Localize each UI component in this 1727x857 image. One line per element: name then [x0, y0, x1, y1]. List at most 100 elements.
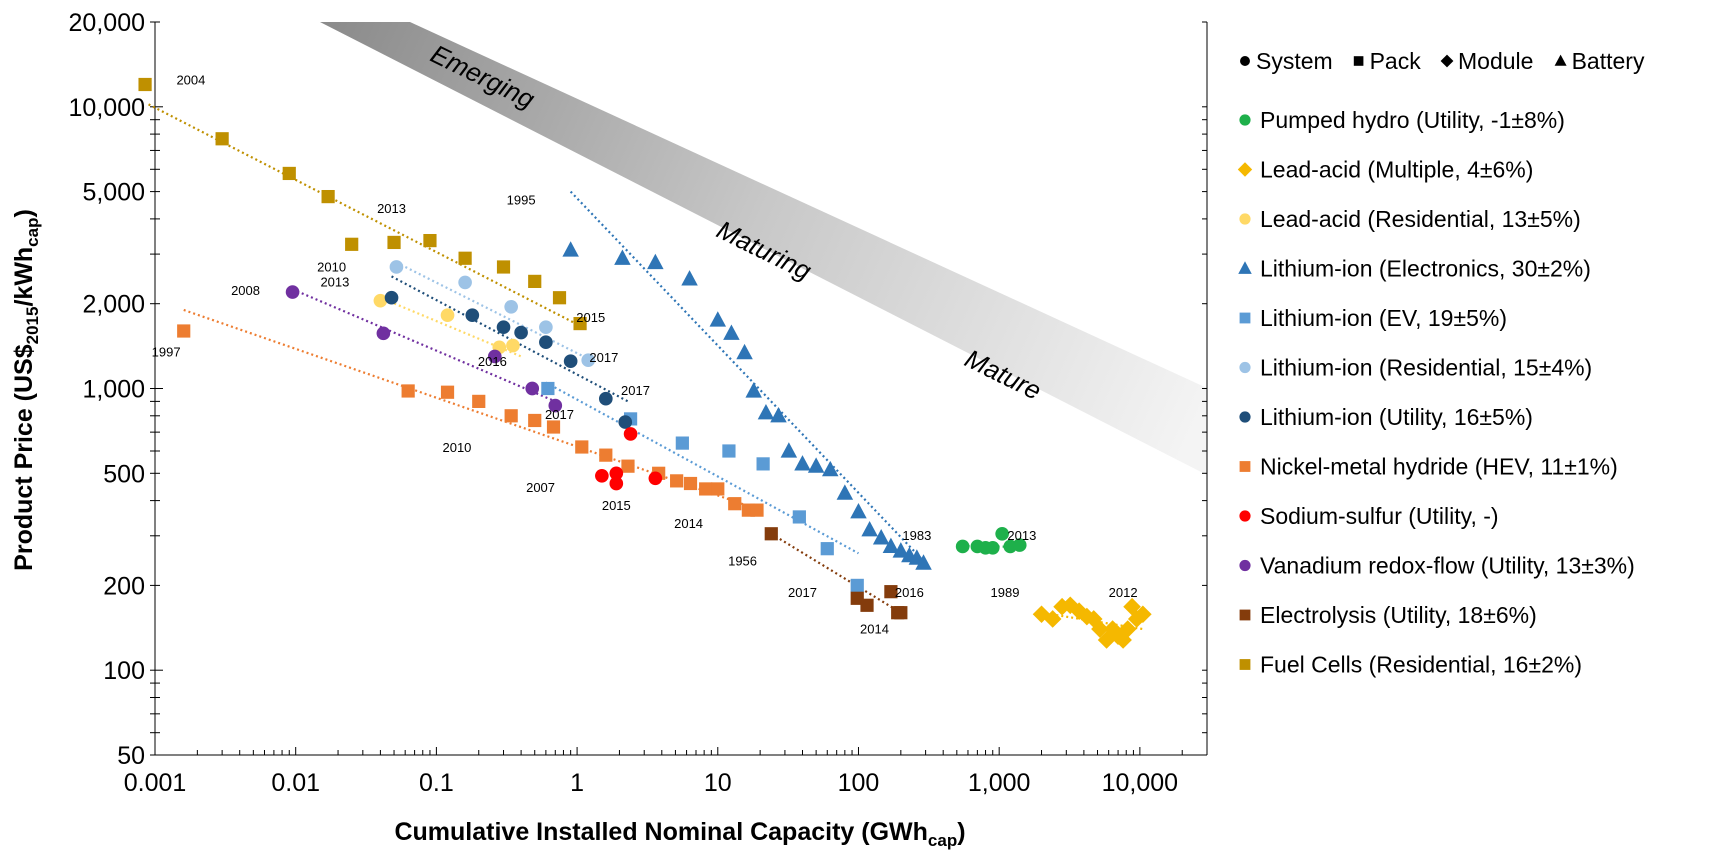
legend-marker-square — [1353, 56, 1364, 66]
maturity-band-shape — [320, 22, 1207, 475]
data-point — [728, 497, 742, 511]
data-point — [528, 413, 542, 428]
data-point — [138, 77, 152, 92]
data-point — [1134, 605, 1152, 624]
x-axis-title: Cumulative Installed Nominal Capacity (G… — [394, 818, 965, 850]
data-point — [609, 476, 624, 491]
data-point — [882, 537, 900, 554]
data-point — [915, 554, 932, 570]
data-point — [539, 335, 553, 350]
legend-swatch — [1239, 361, 1251, 374]
data-point — [820, 542, 834, 556]
data-point — [675, 436, 689, 450]
data-point — [861, 521, 878, 537]
data-point — [894, 606, 908, 620]
data-point — [514, 325, 528, 340]
year-annotation: 2014 — [674, 516, 703, 531]
data-point — [985, 540, 1000, 555]
year-annotation: 1997 — [152, 344, 181, 359]
legend-swatch — [1239, 510, 1251, 522]
data-point — [648, 471, 663, 486]
data-point — [872, 529, 890, 545]
data-point — [794, 455, 811, 471]
data-point — [563, 354, 578, 369]
data-point — [387, 235, 401, 250]
data-point — [599, 448, 613, 462]
legend-entry: Sodium-sulfur (Utility, -) — [1260, 503, 1499, 529]
year-annotation: 2010 — [317, 260, 346, 275]
data-point — [465, 308, 480, 323]
legend-entry: Lithium-ion (EV, 19±5%) — [1260, 305, 1507, 331]
series-7 — [177, 324, 764, 517]
legend-entry: Nickel-metal hydride (HEV, 11±1%) — [1260, 454, 1618, 480]
series-0 — [955, 526, 1027, 555]
data-point — [1103, 620, 1122, 638]
legend-marker-label: Module — [1458, 48, 1533, 74]
year-annotation: 2004 — [176, 72, 205, 87]
y-tick-label: 1,000 — [82, 376, 145, 404]
data-point — [618, 415, 633, 429]
year-annotation: 2016 — [895, 585, 924, 600]
series-3 — [562, 241, 932, 570]
data-point — [764, 527, 778, 541]
data-point — [458, 275, 472, 290]
y-tick-label: 100 — [103, 657, 145, 685]
data-point — [506, 338, 520, 353]
trend-line-2 — [379, 296, 522, 358]
year-annotation: 2017 — [788, 585, 817, 600]
year-annotation: 2012 — [1109, 585, 1138, 600]
series-8 — [595, 427, 663, 491]
data-point — [670, 474, 684, 488]
legend-marker-label: System — [1256, 48, 1333, 74]
series-10 — [764, 527, 908, 620]
year-annotation: 2015 — [576, 310, 605, 325]
data-point — [504, 409, 518, 423]
data-point — [546, 420, 561, 434]
data-point — [389, 260, 404, 274]
data-point — [757, 403, 775, 420]
year-annotation: 2008 — [231, 283, 260, 298]
data-point — [860, 598, 874, 612]
legend-entry: Vanadium redox-flow (Utility, 13±3%) — [1260, 553, 1635, 579]
year-annotation: 2013 — [377, 201, 406, 216]
data-point — [552, 291, 567, 305]
trend-line-7 — [183, 308, 761, 512]
data-point — [709, 311, 727, 327]
legend-entry: Lithium-ion (Utility, 16±5%) — [1260, 404, 1533, 430]
data-point — [681, 270, 698, 286]
year-annotation: 2014 — [860, 621, 889, 636]
legend-entry: Electrolysis (Utility, 18±6%) — [1260, 602, 1537, 628]
data-point — [780, 442, 798, 458]
data-point — [647, 253, 664, 270]
data-point — [699, 482, 713, 496]
data-point — [504, 299, 518, 314]
year-annotation: 2017 — [621, 383, 650, 398]
legend-entry: Lithium-ion (Electronics, 30±2%) — [1260, 256, 1591, 282]
data-point — [595, 468, 609, 483]
legend-swatch — [1239, 609, 1251, 621]
data-point — [575, 440, 589, 454]
legend-entry: Fuel Cells (Residential, 16±2%) — [1260, 652, 1582, 678]
data-point — [745, 382, 762, 398]
year-annotation: 2015 — [602, 498, 631, 513]
legend-swatch — [1239, 559, 1251, 572]
data-point — [539, 320, 553, 335]
year-annotation: 2013 — [1007, 528, 1036, 543]
series-11 — [138, 77, 587, 331]
trend-line-11 — [148, 103, 584, 329]
data-point — [892, 542, 910, 558]
data-point — [541, 381, 555, 396]
data-point — [282, 166, 296, 181]
data-point — [614, 249, 631, 265]
year-annotation: 2007 — [526, 480, 555, 495]
year-annotation: 2013 — [320, 275, 349, 290]
y-tick-label: 2,000 — [82, 291, 145, 319]
data-point — [884, 585, 898, 599]
data-point — [487, 349, 502, 364]
axis-titles: Cumulative Installed Nominal Capacity (G… — [10, 209, 966, 850]
y-tick-label: 50 — [117, 742, 145, 770]
y-tick-label: 10,000 — [69, 94, 145, 122]
data-point — [562, 241, 579, 257]
y-axis-title: Product Price (US$2015/kWhcap) — [10, 209, 42, 571]
